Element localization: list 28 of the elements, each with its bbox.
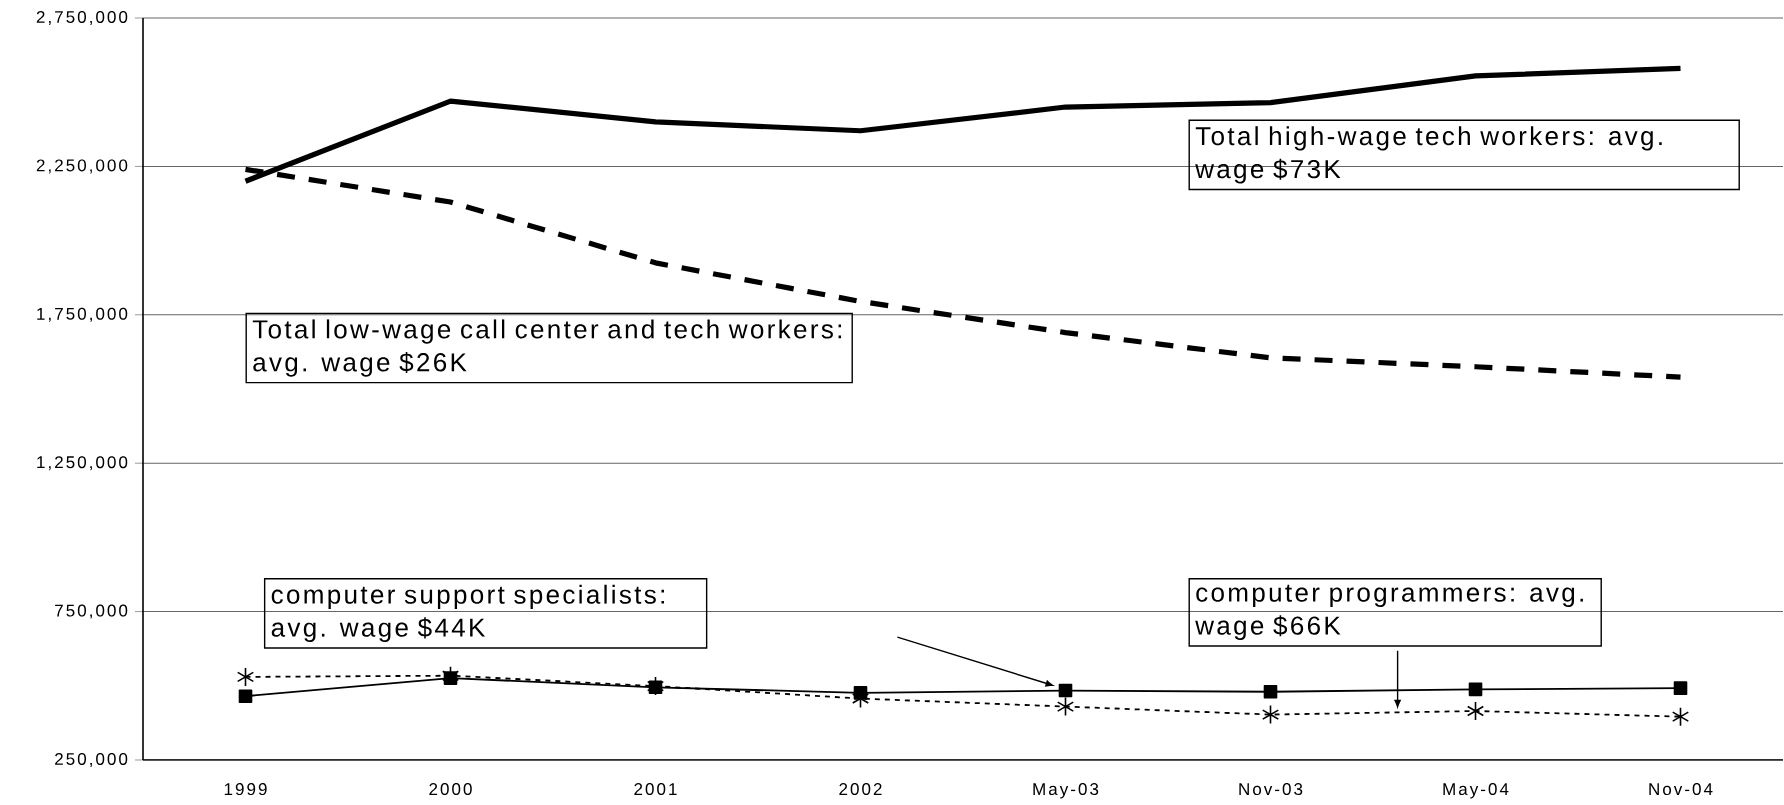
point	[646, 676, 665, 696]
x-tick-label: Nov-04	[1649, 783, 1713, 796]
x-tick-label: Nov-03	[1239, 783, 1303, 796]
x-tick-label: May-04	[1443, 783, 1509, 799]
point	[1058, 683, 1073, 698]
y-tick-label: 2,750,000	[36, 10, 128, 25]
y-tick-label: 750,000	[55, 604, 128, 619]
point	[238, 689, 253, 703]
series-label: Total low-wage call center and tech workers: avg. wage $26K	[252, 319, 842, 377]
y-tick-label: 1,750,000	[37, 307, 128, 322]
x-tick-label: 2002	[839, 783, 882, 796]
x-tick-label: May-03	[1033, 783, 1099, 799]
series-label: computer support specialists: avg. wage $44K	[271, 584, 664, 642]
y-tick-label: 250,000	[55, 752, 128, 767]
point	[1673, 681, 1688, 695]
x-tick-label: 2000	[429, 783, 472, 796]
point	[1261, 704, 1280, 725]
point	[1263, 684, 1278, 699]
point	[1466, 701, 1485, 721]
y-tick-label: 2,250,000	[36, 159, 128, 174]
text: computer programmers: avg. wage $66K	[1195, 584, 1583, 640]
x-tick-label: 2001	[634, 783, 677, 796]
y-tick-label: 1,250,000	[37, 456, 128, 471]
point	[1056, 696, 1075, 717]
point	[1671, 706, 1690, 727]
point	[1468, 682, 1483, 697]
x-tick-label: 1999	[224, 783, 267, 796]
point	[236, 667, 255, 687]
